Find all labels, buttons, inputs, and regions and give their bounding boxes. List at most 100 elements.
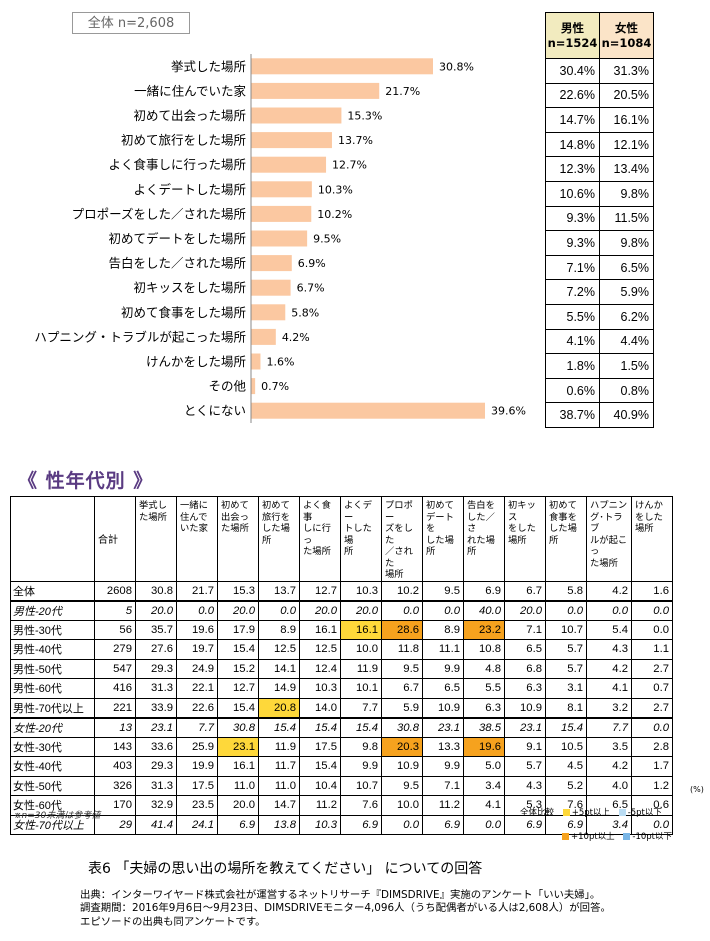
value-cell: 27.6 <box>135 639 177 660</box>
legend-item: -5pt以下 <box>618 808 662 818</box>
value-cell: 13.7 <box>258 580 300 601</box>
value-cell: 5.9 <box>381 697 423 718</box>
bar <box>251 82 380 99</box>
male-value: 22.6% <box>545 82 600 109</box>
category-label: 初めて旅行をした場所 <box>121 133 246 148</box>
bar <box>251 328 276 345</box>
legend-title: 全体比較 <box>520 808 555 818</box>
value-cell: 3.4 <box>463 775 505 796</box>
value-cell: 12.7 <box>217 678 259 699</box>
value-cell: 7.7 <box>340 697 382 718</box>
value-cell: 3.1 <box>545 678 587 699</box>
table-row: 12.3% 13.4% <box>545 156 654 182</box>
value-cell: 24.9 <box>176 658 218 679</box>
table-row: 5.5% 6.2% <box>545 303 654 330</box>
female-value: 40.9% <box>599 402 654 428</box>
cross-table: 合計 挙式し た場所 一緒に 住んで いた家 初めて 出会っ た場所 初めて 旅行を した場所よく食事… <box>10 496 673 835</box>
value-cell: 15.4 <box>545 716 587 738</box>
female-value: 13.4% <box>599 156 654 182</box>
value-cell: 21.7 <box>176 580 218 601</box>
legend-item: +5pt以上 <box>562 808 610 818</box>
value-label: 39.6% <box>491 405 526 418</box>
value-cell: 11.2 <box>299 795 341 816</box>
value-cell: 6.9 <box>217 814 259 835</box>
column-header: 告白を した／さ れた場所 <box>463 496 505 582</box>
value-cell: 15.4 <box>217 639 259 660</box>
row-label: 女性-20代 <box>10 716 95 738</box>
value-cell: 17.9 <box>217 619 259 640</box>
value-cell: 10.3 <box>299 678 341 699</box>
value-cell: 20.0 <box>299 599 341 621</box>
value-cell: 15.4 <box>258 716 300 738</box>
value-cell: 14.0 <box>299 697 341 718</box>
value-cell: 6.5 <box>422 678 464 699</box>
value-cell: 32.9 <box>135 795 177 816</box>
column-header: 初キッス をした 場所 <box>504 496 546 582</box>
count-cell: 403 <box>94 756 136 777</box>
value-cell: 7.6 <box>340 795 382 816</box>
category-label: とくにない <box>184 403 246 418</box>
value-label: 1.6% <box>266 356 294 369</box>
value-cell: 13.8 <box>258 814 300 835</box>
table-row: 10.6% 9.8% <box>545 180 654 207</box>
table-caption: 表6 「夫婦の思い出の場所を教えてください」 についての回答 <box>88 861 483 877</box>
value-label: 30.8% <box>439 60 474 73</box>
value-cell: 30.8 <box>135 580 177 601</box>
value-cell: 7.1 <box>422 775 464 796</box>
bar <box>251 304 286 321</box>
unit-label: (%) <box>690 785 704 794</box>
value-cell: 12.4 <box>299 658 341 679</box>
value-cell: 14.7 <box>258 795 300 816</box>
value-cell: 5.7 <box>504 756 546 777</box>
count-cell: 326 <box>94 775 136 796</box>
value-cell: 15.2 <box>217 658 259 679</box>
table-row: 女性-20代 13 23.1 7.7 30.8 15.4 15.4 15.4 30.8 23.1 3… <box>10 716 673 738</box>
value-cell: 4.2 <box>586 756 632 777</box>
female-value: 9.8% <box>599 230 654 256</box>
row-label: 男性-50代 <box>10 658 95 679</box>
value-cell: 23.1 <box>504 716 546 738</box>
value-label: 6.9% <box>298 257 326 270</box>
bar <box>251 402 485 419</box>
value-cell: 2.8 <box>631 736 673 757</box>
row-label: 女性-50代 <box>10 775 95 796</box>
category-label: ハプニング・トラブルが起こった場所 <box>34 329 246 344</box>
female-value: 1.5% <box>599 353 654 379</box>
value-cell: 0.0 <box>176 599 218 621</box>
value-cell: 6.9 <box>340 814 382 835</box>
table-row: 女性-30代 143 33.6 25.9 23.1 11.9 17.5 9.8 20.3 13.3… <box>10 736 673 757</box>
male-value: 7.2% <box>545 279 600 305</box>
column-header: 初めて 出会っ た場所 <box>217 496 259 582</box>
category-label: 初めて食事をした場所 <box>121 305 246 320</box>
value-cell: 10.4 <box>299 775 341 796</box>
row-label: 全体 <box>10 580 95 601</box>
female-value: 16.1% <box>599 107 654 133</box>
value-cell: 19.9 <box>176 756 218 777</box>
value-cell: 19.6 <box>176 619 218 640</box>
table-row: 14.7% 16.1% <box>545 107 654 133</box>
value-cell: 0.0 <box>545 599 587 621</box>
value-cell: 5.7 <box>545 639 587 660</box>
legend-item: +10pt以上 <box>562 832 615 842</box>
corner-cell <box>10 496 95 582</box>
value-label: 4.2% <box>282 331 310 344</box>
value-cell: 0.0 <box>422 599 464 621</box>
value-cell: 9.9 <box>422 756 464 777</box>
value-cell: 14.1 <box>258 658 300 679</box>
value-cell: 23.5 <box>176 795 218 816</box>
value-label: 6.7% <box>297 282 325 295</box>
table-row: 7.2% 5.9% <box>545 279 654 305</box>
row-label: 男性-40代 <box>10 639 95 660</box>
value-cell: 38.5 <box>463 716 505 738</box>
table-row: 女性-50代 326 31.3 17.5 11.0 11.0 10.4 10.7 9.5 7.1 3… <box>10 775 673 796</box>
value-cell: 5.2 <box>545 775 587 796</box>
value-cell: 16.1 <box>340 619 382 640</box>
male-value: 30.4% <box>545 58 600 84</box>
value-cell: 30.8 <box>217 716 259 738</box>
value-cell: 7.1 <box>504 619 546 640</box>
bar <box>251 107 342 124</box>
value-cell: 23.1 <box>422 716 464 738</box>
bar <box>251 205 312 222</box>
value-cell: 10.5 <box>545 736 587 757</box>
column-header: よくデー トした場所 <box>340 496 382 582</box>
